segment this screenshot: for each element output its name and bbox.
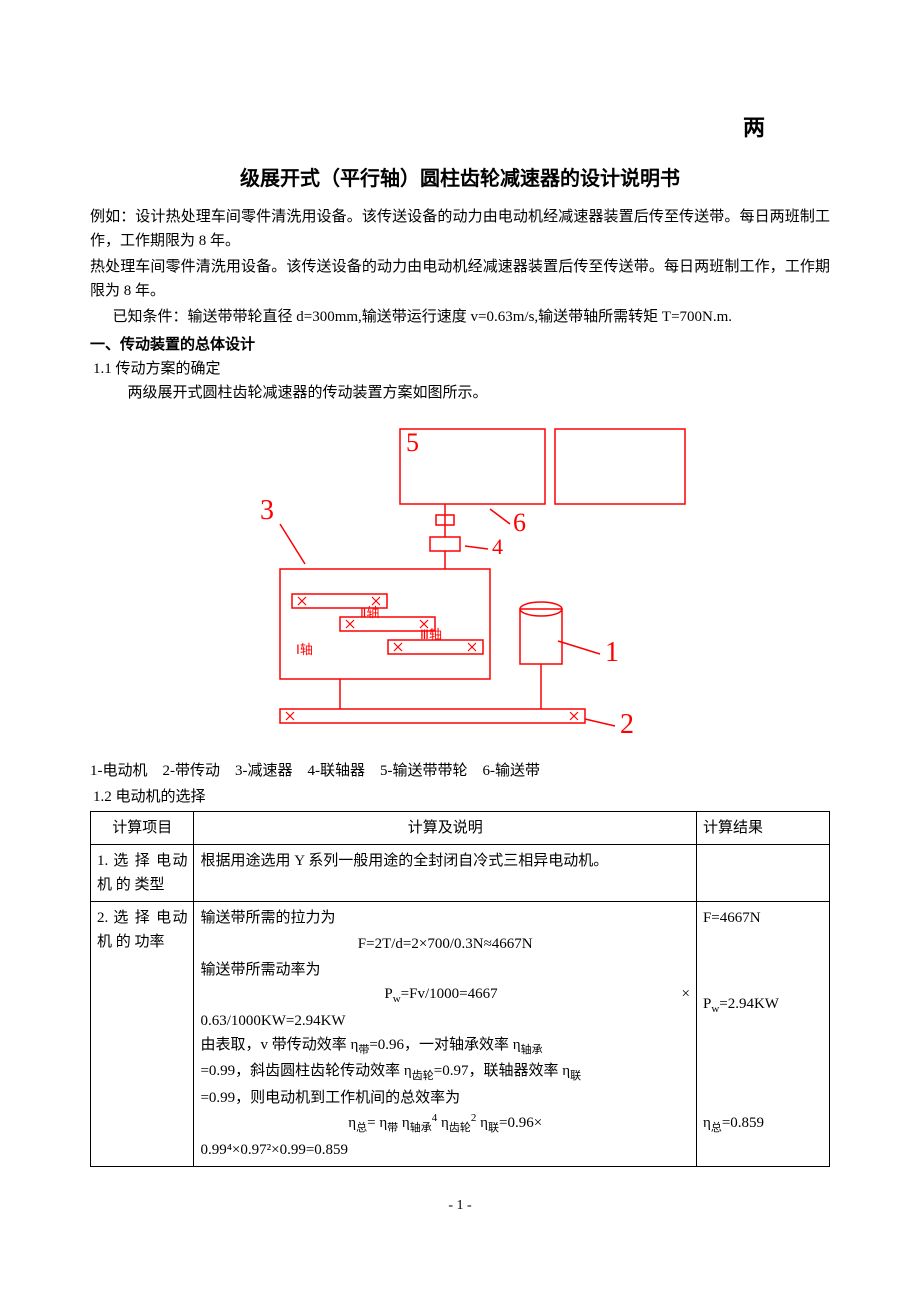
section-1-1-body: 两级展开式圆柱齿轮减速器的传动装置方案如图所示。 bbox=[128, 381, 831, 405]
table-header-row: 计算项目 计算及说明 计算结果 bbox=[91, 812, 830, 845]
r2-line: 输送带所需的拉力为 bbox=[200, 906, 690, 930]
page-title: 级展开式（平行轴）圆柱齿轮减速器的设计说明书 bbox=[90, 163, 830, 195]
row2-item: 2. 选 择 电动 机 的 功率 bbox=[91, 902, 194, 1166]
t: =0.859 bbox=[722, 1115, 764, 1131]
row1-result bbox=[696, 845, 829, 902]
t: η bbox=[398, 1115, 410, 1131]
th-item: 计算项目 bbox=[91, 812, 194, 845]
t: η bbox=[703, 1115, 711, 1131]
r2-formula-eta: η总= η带 η轴承4 η齿轮2 η联=0.96× bbox=[200, 1110, 690, 1138]
t: 联 bbox=[488, 1122, 499, 1134]
r2-line: 由表取，v 带传动效率 η带=0.96，一对轴承效率 η轴承 bbox=[200, 1033, 690, 1060]
title-trailing-char: 两 bbox=[90, 110, 830, 145]
diagram-axis-3: Ⅲ轴 bbox=[420, 627, 442, 642]
section-1-heading: 一、传动装置的总体设计 bbox=[90, 333, 830, 357]
t: =2.94KW bbox=[719, 996, 779, 1012]
diagram-label-6: 6 bbox=[513, 508, 526, 537]
diagram-label-3: 3 bbox=[260, 495, 274, 526]
t: =0.96× bbox=[499, 1115, 542, 1131]
t: w bbox=[393, 993, 401, 1005]
r2-formula-pw: Pw=Fv/1000=4667 × bbox=[200, 982, 690, 1009]
row2-desc: 输送带所需的拉力为 F=2T/d=2×700/0.3N≈4667N 输送带所需动… bbox=[194, 902, 697, 1166]
t: =Fv/1000=4667 bbox=[401, 986, 498, 1002]
r2-line: 0.63/1000KW=2.94KW bbox=[200, 1009, 690, 1033]
t: = η bbox=[367, 1115, 387, 1131]
t: 轴承 bbox=[521, 1044, 543, 1056]
t: P bbox=[384, 986, 392, 1002]
transmission-diagram: 3 5 6 4 1 2 Ⅰ轴 Ⅱ轴 Ⅲ轴 bbox=[220, 419, 700, 749]
r2-formula-f: F=2T/d=2×700/0.3N≈4667N bbox=[200, 932, 690, 956]
diagram-caption: 1-电动机 2-带传动 3-减速器 4-联轴器 5-输送带带轮 6-输送带 bbox=[90, 759, 830, 783]
intro-p1: 例如：设计热处理车间零件清洗用设备。该传送设备的动力由电动机经减速器装置后传至传… bbox=[90, 205, 830, 253]
t: 齿轮 bbox=[449, 1122, 471, 1134]
t: η bbox=[348, 1115, 356, 1131]
r2-line: =0.99，斜齿圆柱齿轮传动效率 η齿轮=0.97，联轴器效率 η联 bbox=[200, 1059, 690, 1086]
result-f: F=4667N bbox=[703, 906, 823, 930]
row1-item: 1. 选 择 电动 机 的 类型 bbox=[91, 845, 194, 902]
r2-line: =0.99，则电动机到工作机间的总效率为 bbox=[200, 1086, 690, 1110]
diagram-label-5: 5 bbox=[406, 428, 419, 457]
t: η bbox=[476, 1115, 488, 1131]
row1-desc: 根据用途选用 Y 系列一般用途的全封闭自冷式三相异电动机。 bbox=[194, 845, 697, 902]
result-eta: η总=0.859 bbox=[703, 1111, 823, 1138]
calculation-table: 计算项目 计算及说明 计算结果 1. 选 择 电动 机 的 类型 根据用途选用 … bbox=[90, 811, 830, 1166]
table-row: 1. 选 择 电动 机 的 类型 根据用途选用 Y 系列一般用途的全封闭自冷式三… bbox=[91, 845, 830, 902]
t: =0.96，一对轴承效率 η bbox=[369, 1037, 520, 1053]
page-number: - 1 - bbox=[90, 1195, 830, 1217]
th-desc: 计算及说明 bbox=[194, 812, 697, 845]
result-pw: Pw=2.94KW bbox=[703, 992, 823, 1019]
r2-line: 输送带所需动率为 bbox=[200, 958, 690, 982]
intro-p2: 热处理车间零件清洗用设备。该传送设备的动力由电动机经减速器装置后传至传送带。每日… bbox=[90, 255, 830, 303]
diagram-axis-2: Ⅱ轴 bbox=[360, 605, 379, 620]
th-result: 计算结果 bbox=[696, 812, 829, 845]
t: × bbox=[682, 982, 690, 1009]
t: =0.97，联轴器效率 η bbox=[434, 1063, 570, 1079]
t: 轴承 bbox=[410, 1122, 432, 1134]
section-1-2-heading: 1.2 电动机的选择 bbox=[93, 785, 830, 809]
intro-p3: 已知条件：输送带带轮直径 d=300mm,输送带运行速度 v=0.63m/s,输… bbox=[90, 305, 830, 329]
t: 由表取，v 带传动效率 η bbox=[200, 1037, 358, 1053]
diagram-axis-1: Ⅰ轴 bbox=[296, 642, 313, 657]
diagram-label-4: 4 bbox=[492, 534, 503, 559]
t: 总 bbox=[711, 1122, 722, 1134]
t: =0.99，斜齿圆柱齿轮传动效率 η bbox=[200, 1063, 411, 1079]
t: 联 bbox=[570, 1070, 581, 1082]
r2-line: 0.99⁴×0.97²×0.99=0.859 bbox=[200, 1138, 690, 1162]
diagram-label-2: 2 bbox=[620, 709, 634, 740]
t: 总 bbox=[356, 1122, 367, 1134]
t: η bbox=[437, 1115, 449, 1131]
t: 带 bbox=[387, 1122, 398, 1134]
t: 带 bbox=[358, 1044, 369, 1056]
diagram-label-1: 1 bbox=[605, 637, 619, 668]
diagram-container: 3 5 6 4 1 2 Ⅰ轴 Ⅱ轴 Ⅲ轴 bbox=[90, 419, 830, 749]
row2-result: F=4667N Pw=2.94KW η总=0.859 bbox=[696, 902, 829, 1166]
section-1-1-heading: 1.1 传动方案的确定 bbox=[93, 357, 830, 381]
t: 齿轮 bbox=[412, 1070, 434, 1082]
table-row: 2. 选 择 电动 机 的 功率 输送带所需的拉力为 F=2T/d=2×700/… bbox=[91, 902, 830, 1166]
